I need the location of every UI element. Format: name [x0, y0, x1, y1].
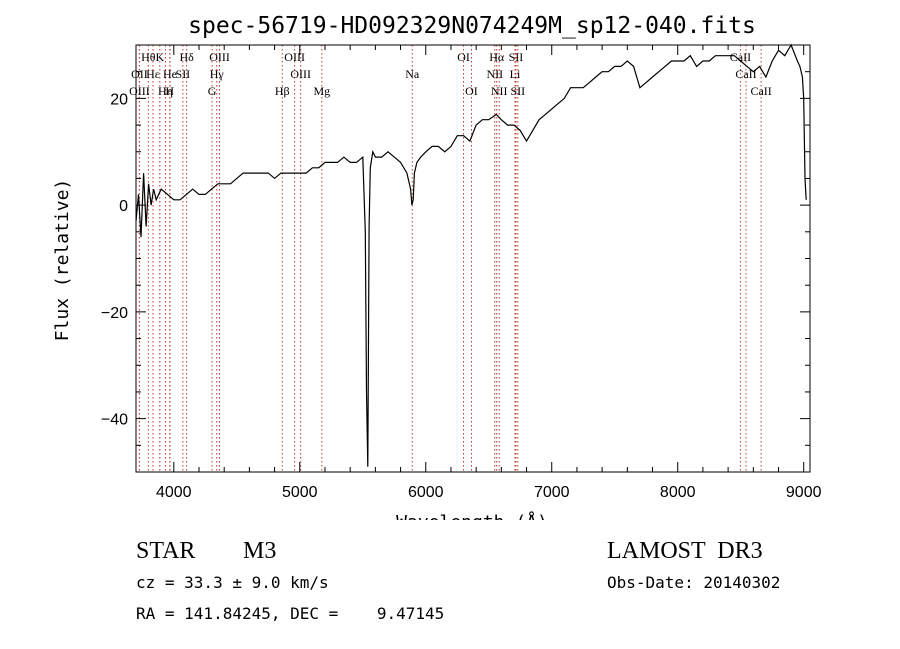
line-label-17: Na: [405, 67, 420, 81]
line-label-25: SII: [511, 84, 526, 98]
object-class: STAR: [136, 538, 196, 564]
x-tick-label-7000: 7000: [534, 484, 570, 501]
line-label-18: OI: [457, 50, 470, 64]
line-label-8: Hδ: [179, 50, 194, 64]
line-label-0: Hθ: [141, 50, 156, 64]
line-label-21: SII: [509, 50, 524, 64]
x-tick-label-5000: 5000: [282, 484, 318, 501]
line-label-22: NII: [486, 67, 503, 81]
y-tick-label--20: −20: [101, 305, 128, 322]
y-tick-label--40: −40: [101, 412, 128, 429]
line-label-14: OIII: [290, 67, 311, 81]
x-tick-label-4000: 4000: [156, 484, 192, 501]
chart-title: spec-56719-HD092329N074249M_sp12-040.fit…: [188, 13, 756, 39]
object-subclass: M3: [243, 538, 277, 564]
line-label-24: NII: [491, 84, 508, 98]
x-tick-label-8000: 8000: [660, 484, 696, 501]
line-label-2: OIII: [129, 84, 150, 98]
line-label-23: Li: [510, 67, 521, 81]
line-label-13: OIII: [284, 50, 305, 64]
line-label-3: Hε: [146, 67, 160, 81]
line-label-5: Hη: [158, 84, 173, 98]
line-label-12: G: [208, 84, 217, 98]
line-label-4: K: [155, 50, 164, 64]
line-label-15: Hβ: [275, 84, 290, 98]
x-axis: 4000 5000 6000 7000 8000 9000: [156, 45, 822, 501]
ra-dec: RA = 141.84245, DEC = 9.47145: [136, 604, 445, 623]
observation-date: Obs-Date: 20140302: [607, 573, 781, 592]
line-label-27: CaII: [735, 67, 756, 81]
plot-frame: [135, 44, 811, 473]
x-tick-label-9000: 9000: [786, 484, 822, 501]
y-axis-label: Flux (relative): [52, 179, 73, 342]
x-axis-label: Wavelength (Å): [396, 511, 548, 520]
spectral-line-markers: [138, 45, 762, 472]
line-label-26: CaII: [730, 50, 751, 64]
line-label-1: OII: [131, 67, 148, 81]
redshift-cz: cz = 33.3 ± 9.0 km/s: [136, 573, 329, 592]
x-tick-label-6000: 6000: [408, 484, 444, 501]
y-tick-label-0: 0: [119, 198, 128, 215]
y-tick-label-20: 20: [110, 91, 128, 108]
y-axis: −40 −20 0 20: [101, 44, 810, 473]
line-label-19: OI: [465, 84, 478, 98]
line-label-16: Mg: [313, 84, 330, 98]
line-label-28: CaII: [750, 84, 771, 98]
line-label-20: Hα: [489, 50, 505, 64]
line-label-9: SII: [176, 67, 191, 81]
line-label-10: OIII: [209, 50, 230, 64]
spectrum-plot: spec-56719-HD092329N074249M_sp12-040.fit…: [52, 13, 822, 520]
line-label-7: H: [165, 84, 174, 98]
line-label-11: Hγ: [210, 67, 225, 81]
spectrum-series-line: [135, 43, 807, 467]
line-label-6: He: [163, 67, 177, 81]
survey-release: LAMOST DR3: [607, 538, 763, 564]
